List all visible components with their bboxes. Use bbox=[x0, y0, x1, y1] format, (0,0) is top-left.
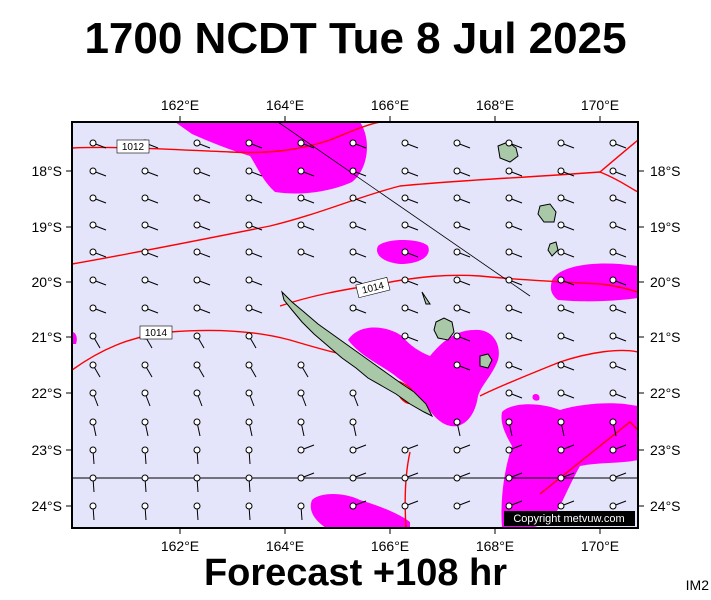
diagonal-track-line bbox=[277, 122, 531, 297]
precip-area-west-edge bbox=[72, 332, 77, 344]
mare-island bbox=[479, 353, 493, 369]
image-code: IM2 bbox=[685, 577, 709, 593]
lat-label: 22°S bbox=[31, 385, 62, 401]
lon-label: 168°E bbox=[476, 538, 514, 554]
lat-label: 18°S bbox=[31, 163, 62, 179]
wind-barb-row bbox=[89, 221, 627, 231]
lat-label: 23°S bbox=[650, 442, 681, 458]
latitude-labels-left: 18°S 19°S 20°S 21°S 22°S 23°S 24°S bbox=[31, 163, 62, 514]
longitude-labels-top: 162°E 164°E 166°E 168°E 170°E bbox=[161, 97, 619, 113]
precip-area-dot bbox=[532, 393, 540, 401]
isobar-label-text: 1014 bbox=[145, 328, 168, 339]
isobar-1014-west bbox=[72, 329, 351, 371]
lon-label: 170°E bbox=[581, 97, 619, 113]
copyright-box: Copyright metvuw.com bbox=[504, 511, 635, 526]
latitude-labels-right: 18°S 19°S 20°S 21°S 22°S 23°S 24°S bbox=[650, 163, 681, 514]
lifou-island bbox=[433, 317, 455, 341]
map-title: 1700 NCDT Tue 8 Jul 2025 bbox=[84, 14, 627, 63]
lat-label: 21°S bbox=[650, 329, 681, 345]
precip-area-east bbox=[550, 263, 638, 302]
isobar-label-3: 1014 bbox=[139, 325, 173, 340]
lat-label: 20°S bbox=[650, 274, 681, 290]
lon-label: 166°E bbox=[371, 538, 409, 554]
lon-label: 162°E bbox=[161, 97, 199, 113]
precip-area-north bbox=[175, 122, 367, 194]
wind-barb-row bbox=[89, 444, 627, 465]
wind-barb-row bbox=[89, 276, 627, 286]
precipitation-areas bbox=[72, 122, 638, 528]
vanuatu-island-south bbox=[547, 241, 559, 257]
lat-label: 19°S bbox=[650, 219, 681, 235]
lon-label: 162°E bbox=[161, 538, 199, 554]
isobar-label-text: 1014 bbox=[361, 280, 386, 296]
wind-barb-row bbox=[89, 167, 627, 177]
wind-barbs bbox=[89, 139, 627, 521]
precip-area-central bbox=[348, 327, 499, 427]
isobar-label-1: 1012 bbox=[116, 139, 150, 154]
wind-barb-row bbox=[89, 248, 627, 258]
lat-label: 19°S bbox=[31, 219, 62, 235]
lon-label: 170°E bbox=[581, 538, 619, 554]
lat-label: 18°S bbox=[650, 163, 681, 179]
lat-label: 24°S bbox=[650, 498, 681, 514]
lon-label: 166°E bbox=[371, 97, 409, 113]
axis-ticks bbox=[66, 116, 644, 534]
lon-label: 164°E bbox=[266, 97, 304, 113]
wind-barb-row bbox=[89, 389, 627, 407]
isobar-label-text: 1012 bbox=[122, 142, 145, 153]
wind-barb-row bbox=[89, 361, 627, 378]
precip-area-southeast bbox=[501, 403, 638, 528]
lat-label: 23°S bbox=[31, 442, 62, 458]
isobar-1014 bbox=[279, 274, 638, 307]
forecast-label: Forecast +108 hr bbox=[203, 552, 508, 594]
ouvea-island bbox=[421, 291, 431, 305]
lon-label: 164°E bbox=[266, 538, 304, 554]
lat-label: 20°S bbox=[31, 274, 62, 290]
isobar-south-east bbox=[539, 421, 638, 495]
isobar-east-upper bbox=[599, 139, 638, 173]
lat-label: 22°S bbox=[650, 385, 681, 401]
isobar-label-2: 1014 bbox=[355, 276, 391, 299]
wind-barb-row bbox=[89, 139, 627, 149]
wind-barb-row bbox=[89, 194, 627, 204]
wind-barb-row bbox=[89, 418, 617, 437]
wind-barb-row bbox=[89, 472, 627, 493]
longitude-labels-bottom: 162°E 164°E 166°E 168°E 170°E bbox=[161, 538, 619, 554]
precip-area-south bbox=[310, 494, 410, 528]
map-frame bbox=[71, 121, 639, 529]
copyright-text: Copyright metvuw.com bbox=[513, 513, 624, 525]
vanuatu-island-mid bbox=[537, 203, 557, 223]
lat-label: 24°S bbox=[31, 498, 62, 514]
isobar-south-vertical bbox=[404, 451, 411, 528]
landmasses bbox=[281, 141, 559, 418]
lon-label: 168°E bbox=[476, 97, 514, 113]
new-caledonia-island bbox=[281, 290, 434, 418]
wind-barb-row bbox=[89, 500, 627, 521]
lat-label: 21°S bbox=[31, 329, 62, 345]
wind-barb-row bbox=[89, 304, 627, 314]
